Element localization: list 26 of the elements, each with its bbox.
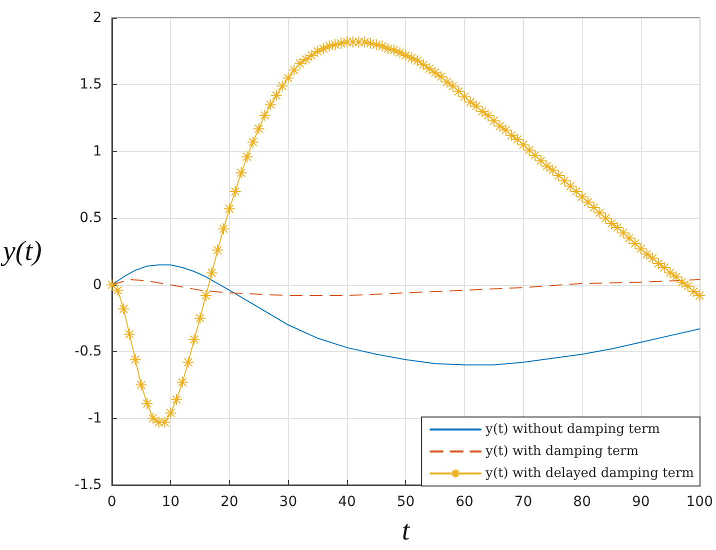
y-tick-label: 1 [92,143,102,160]
line-series [111,264,700,366]
x-tick-label: 80 [573,494,591,510]
x-tick-label: 50 [396,494,415,510]
legend-label: y(t) without damping term [484,422,660,437]
x-tick-label: 10 [162,494,180,510]
x-tick-label: 100 [686,494,714,510]
y-tick-label: 0 [92,276,102,293]
x-tick-label: 20 [220,494,238,510]
x-tick-label: 40 [338,494,356,510]
line-series [111,279,700,296]
x-tick-label: 60 [456,494,474,510]
x-tick-label: 0 [107,494,116,510]
legend-label: y(t) with damping term [484,444,639,459]
y-tick-label: -0.5 [74,344,102,360]
x-axis-title: t [402,516,411,546]
y-tick-label: -1 [88,410,102,426]
legend-label: y(t) with delayed damping term [484,466,694,481]
x-tick-label: 70 [514,494,532,510]
y-tick-label: 2 [92,10,102,26]
x-tick-label: 90 [632,494,650,510]
y-axis-title: y(t) [0,236,42,267]
y-tick-label: -1.5 [74,477,102,493]
y-tick-label: 0.5 [80,210,102,226]
y-tick-label: 1.5 [80,76,102,93]
x-tick-label: 30 [279,494,298,510]
